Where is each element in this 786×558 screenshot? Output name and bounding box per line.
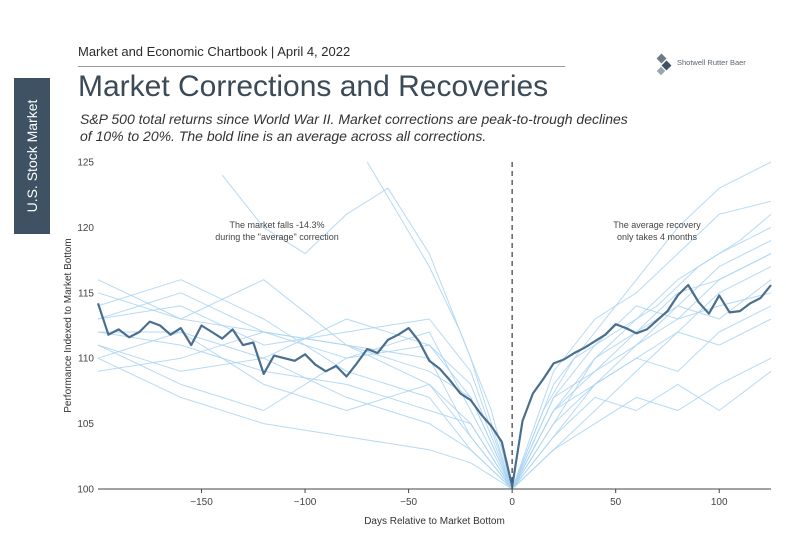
- annotation-line: only takes 4 months: [617, 232, 698, 242]
- logo-mark-icon: [656, 53, 672, 76]
- correction-series-line-11: [366, 161, 772, 490]
- correction-series-line-7: [97, 200, 772, 490]
- page-title: Market Corrections and Recoveries: [78, 70, 549, 103]
- x-ticks: −150 −100 −50 0 50 100: [190, 489, 728, 508]
- x-tick-label: 50: [610, 497, 622, 508]
- correction-series-line-13: [97, 357, 772, 490]
- page-subtitle: S&P 500 total returns since World War II…: [80, 111, 628, 144]
- average-series-line: [96, 283, 772, 488]
- x-tick-label: 100: [711, 497, 728, 508]
- annotation-recovery: The average recovery only takes 4 months: [613, 220, 701, 242]
- x-tick-label: −150: [190, 497, 213, 508]
- y-tick-label: 105: [77, 419, 94, 430]
- y-tick-label: 125: [77, 158, 94, 169]
- chartbook-header: Market and Economic Chartbook | April 4,…: [78, 44, 351, 59]
- y-tick-label: 115: [78, 288, 94, 299]
- correction-series-line-8: [221, 174, 772, 490]
- annotation-line: The average recovery: [613, 220, 701, 230]
- correction-series-line-3: [97, 253, 772, 490]
- y-axis-label: Performance Indexed to Market Bottom: [63, 238, 74, 413]
- plot-lines: [96, 161, 772, 490]
- company-logo: Shotwell Rutter Baer: [655, 52, 765, 82]
- header-divider: [78, 66, 565, 67]
- logo-text: Shotwell Rutter Baer: [677, 58, 746, 67]
- x-tick-label: −50: [400, 497, 417, 508]
- y-tick-label: 110: [78, 354, 94, 365]
- correction-series-line-9: [97, 305, 772, 490]
- x-tick-label: −100: [294, 497, 317, 508]
- annotation-decline: The market falls -14.3% during the "avera…: [215, 220, 338, 242]
- x-axis-label: Days Relative to Market Bottom: [364, 516, 505, 527]
- y-ticks: 100 105 110 115 120 125: [77, 158, 94, 496]
- y-tick-label: 100: [77, 485, 94, 496]
- correction-series-line-2: [97, 331, 772, 490]
- annotation-line: The market falls -14.3%: [229, 220, 324, 230]
- y-tick-label: 120: [77, 223, 94, 234]
- annotation-line: during the "average" correction: [215, 232, 338, 242]
- x-tick-label: 0: [509, 497, 515, 508]
- correction-series-line-14: [98, 253, 772, 490]
- section-tab: U.S. Stock Market: [14, 78, 50, 234]
